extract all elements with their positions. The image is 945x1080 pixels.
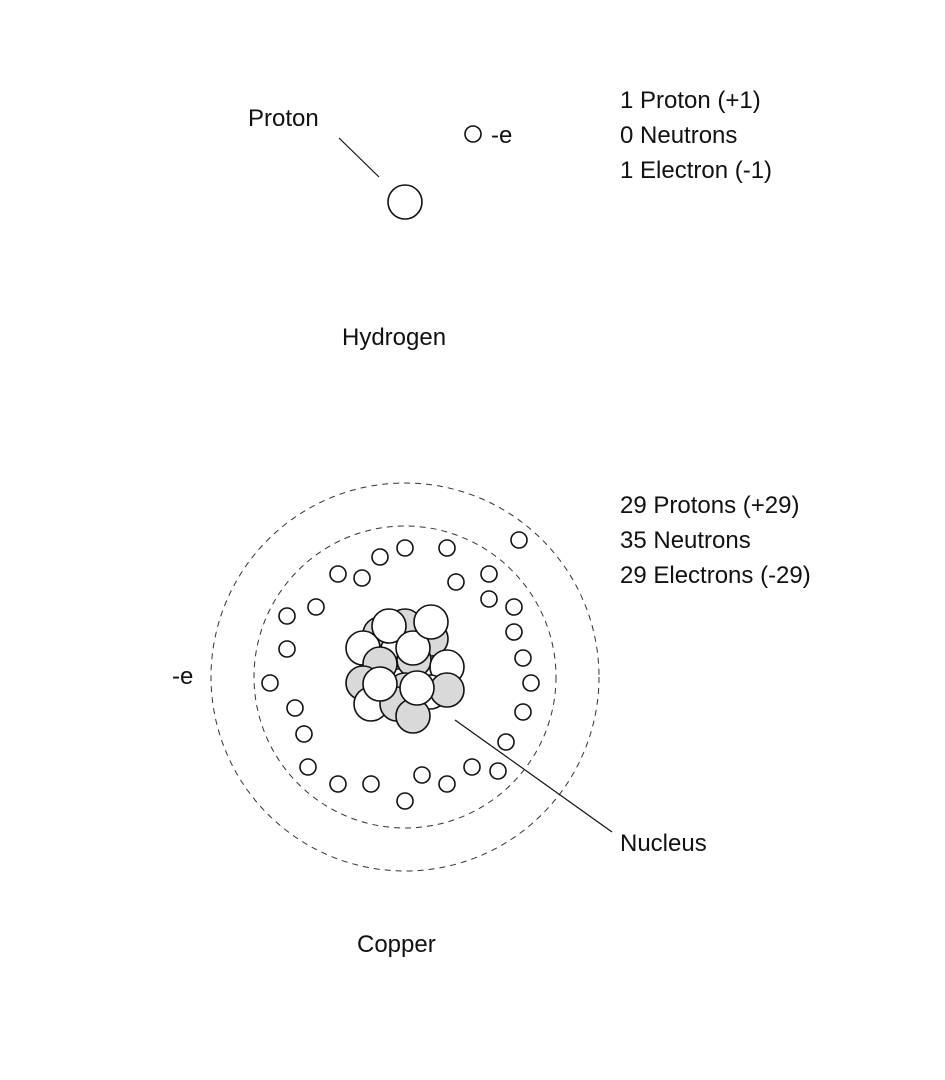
- copper-electron: [397, 793, 413, 809]
- copper-electron: [464, 759, 480, 775]
- hydrogen-atom: Proton -e Hydrogen: [248, 105, 512, 351]
- copper-electron: [515, 704, 531, 720]
- hydrogen-proton: [388, 185, 422, 219]
- copper-electron: [330, 776, 346, 792]
- copper-electron: [287, 700, 303, 716]
- copper-electron: [523, 675, 539, 691]
- copper-electron: [511, 532, 527, 548]
- copper-atom: Nucleus -e Copper: [172, 483, 707, 958]
- copper-electron: [300, 759, 316, 775]
- copper-counts: 29 Protons (+29) 35 Neutrons 29 Electron…: [620, 492, 811, 589]
- copper-electron-count: 29 Electrons (-29): [620, 562, 811, 589]
- copper-electron: [330, 566, 346, 582]
- copper-electron: [439, 776, 455, 792]
- copper-neutron-count: 35 Neutrons: [620, 527, 751, 554]
- copper-electron: [363, 776, 379, 792]
- nucleus-leader-line: [455, 720, 612, 832]
- copper-electron: [506, 624, 522, 640]
- hydrogen-electron-count: 1 Electron (-1): [620, 157, 772, 184]
- copper-electron: [498, 734, 514, 750]
- proton: [363, 667, 397, 701]
- hydrogen-counts: 1 Proton (+1) 0 Neutrons 1 Electron (-1): [620, 87, 772, 184]
- copper-electron: [481, 591, 497, 607]
- hydrogen-title: Hydrogen: [342, 324, 446, 351]
- copper-title: Copper: [357, 931, 436, 958]
- proton-label: Proton: [248, 105, 319, 132]
- hydrogen-proton-count: 1 Proton (+1): [620, 87, 761, 114]
- copper-electron: [481, 566, 497, 582]
- nucleus-label: Nucleus: [620, 830, 707, 857]
- copper-electron: [279, 641, 295, 657]
- copper-electron: [506, 599, 522, 615]
- copper-proton-count: 29 Protons (+29): [620, 492, 799, 519]
- copper-electron: [414, 767, 430, 783]
- proton: [400, 671, 434, 705]
- neutron: [430, 673, 464, 707]
- copper-electron: [279, 608, 295, 624]
- copper-electron: [262, 675, 278, 691]
- copper-electron-label: -e: [172, 663, 193, 690]
- copper-electron: [296, 726, 312, 742]
- copper-electron: [515, 650, 531, 666]
- copper-electron: [308, 599, 324, 615]
- proton-leader-line: [339, 138, 379, 177]
- copper-electron: [372, 549, 388, 565]
- copper-nucleus: [346, 605, 464, 733]
- hydrogen-electron: [465, 126, 481, 142]
- copper-electron: [439, 540, 455, 556]
- copper-electron: [448, 574, 464, 590]
- copper-electron: [490, 763, 506, 779]
- hydrogen-electron-label: -e: [491, 122, 512, 149]
- proton: [414, 605, 448, 639]
- hydrogen-neutron-count: 0 Neutrons: [620, 122, 737, 149]
- copper-electron: [397, 540, 413, 556]
- copper-electron: [354, 570, 370, 586]
